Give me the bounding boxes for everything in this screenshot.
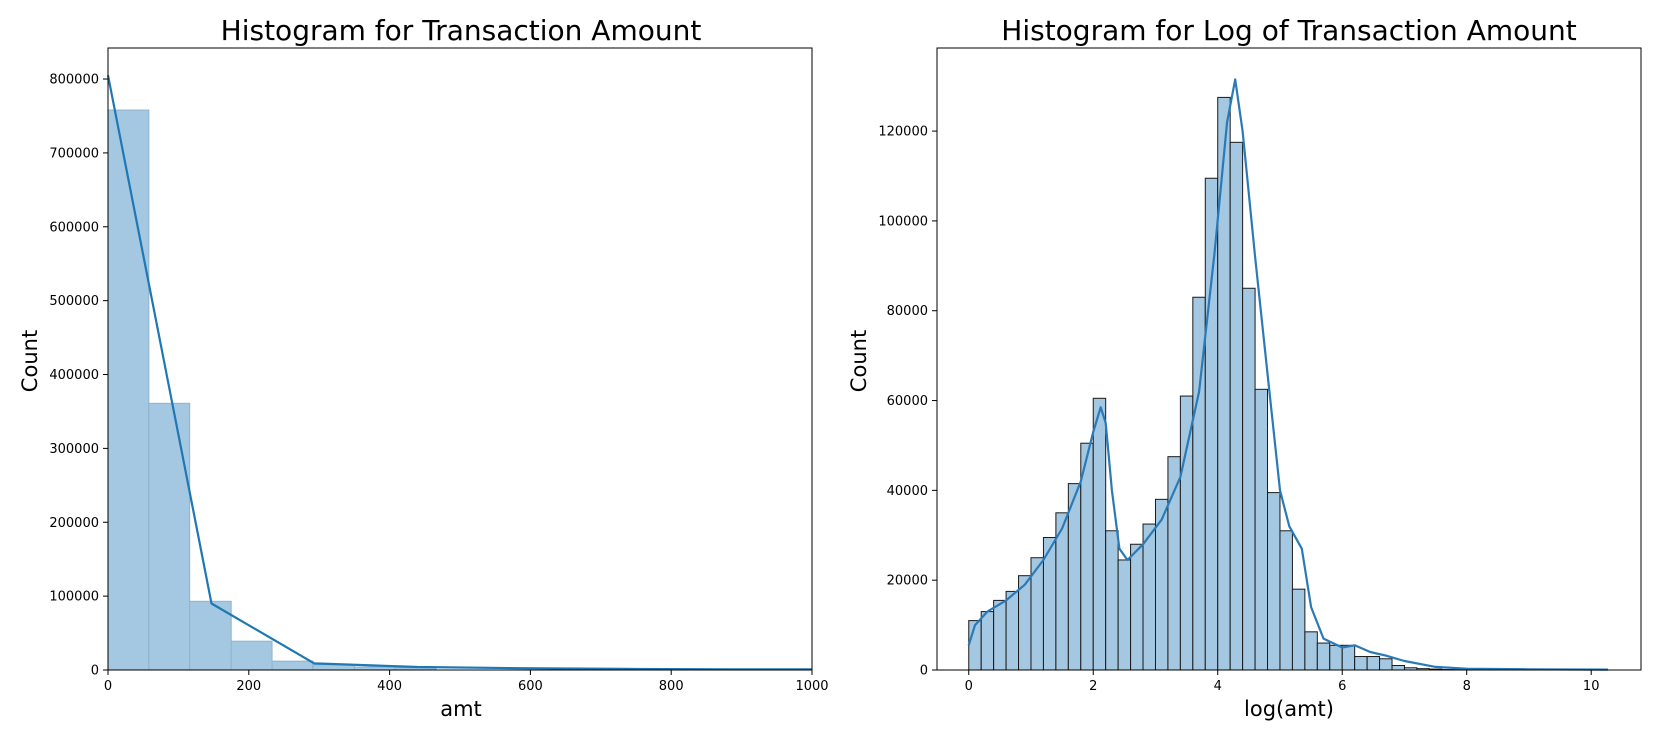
x-tick-label: 1000 bbox=[795, 679, 828, 694]
x-tick-label: 600 bbox=[518, 679, 543, 694]
x-tick-label: 0 bbox=[965, 679, 973, 694]
histogram-bar bbox=[1254, 388, 1269, 671]
histogram-bar bbox=[993, 599, 1007, 671]
x-tick-label: 4 bbox=[1214, 679, 1222, 694]
histogram-bar bbox=[1316, 642, 1331, 671]
axis-ticks: 0 200 400 600 800 1000 0 100000 200000 300000 4000… bbox=[49, 73, 828, 694]
y-tick-label: 800000 bbox=[49, 73, 99, 88]
histogram-bar bbox=[148, 402, 191, 671]
histogram-bar bbox=[1179, 395, 1194, 671]
histogram-bar bbox=[1005, 590, 1020, 671]
histogram-bar bbox=[1329, 644, 1343, 671]
x-tick-label: 8 bbox=[1463, 679, 1471, 694]
histogram-bar bbox=[980, 611, 995, 671]
y-tick-label: 700000 bbox=[49, 146, 99, 161]
histogram-bar bbox=[1366, 656, 1381, 671]
histogram-bars bbox=[107, 109, 437, 671]
histogram-bar bbox=[230, 640, 273, 671]
histogram-bar bbox=[107, 109, 150, 671]
chart-log-transaction-amount: Histogram for Log of Transaction Amount … bbox=[847, 14, 1642, 721]
kde-curve bbox=[106, 75, 813, 671]
kde-line bbox=[967, 78, 1609, 671]
x-tick-label: 800 bbox=[659, 679, 684, 694]
histogram-bars bbox=[968, 96, 1605, 671]
x-axis-label: amt bbox=[440, 697, 482, 721]
x-tick-label: 2 bbox=[1089, 679, 1097, 694]
axis-ticks: 0 2 4 6 8 10 0 20000 40000 60000 80000 100000 120000 bbox=[878, 125, 1599, 694]
x-tick-label: 10 bbox=[1583, 679, 1600, 694]
y-tick-label: 120000 bbox=[878, 125, 928, 140]
histogram-bar bbox=[1379, 658, 1393, 671]
histogram-bar bbox=[1067, 483, 1082, 671]
y-axis-label: Count bbox=[18, 330, 42, 392]
y-tick-label: 300000 bbox=[49, 442, 99, 457]
histogram-bar bbox=[1217, 96, 1231, 671]
y-tick-label: 0 bbox=[920, 664, 928, 679]
y-tick-label: 0 bbox=[91, 664, 99, 679]
histogram-bar bbox=[1242, 287, 1256, 671]
y-tick-label: 20000 bbox=[887, 574, 928, 589]
plot-frame bbox=[107, 47, 813, 671]
y-tick-label: 100000 bbox=[878, 214, 928, 229]
histogram-bar bbox=[1142, 523, 1156, 671]
histogram-bar bbox=[1341, 644, 1356, 671]
y-tick-label: 60000 bbox=[887, 394, 928, 409]
y-tick-label: 40000 bbox=[887, 484, 928, 499]
plot-frame bbox=[936, 47, 1642, 671]
x-axis-label: log(amt) bbox=[1244, 697, 1334, 721]
x-tick-label: 200 bbox=[236, 679, 261, 694]
histogram-bar bbox=[1279, 530, 1293, 671]
histogram-bar bbox=[189, 600, 232, 671]
histogram-bar bbox=[1117, 559, 1132, 671]
x-tick-label: 0 bbox=[104, 679, 112, 694]
y-tick-label: 80000 bbox=[887, 304, 928, 319]
x-tick-label: 400 bbox=[377, 679, 402, 694]
histogram-bar bbox=[1229, 141, 1244, 671]
y-tick-label: 600000 bbox=[49, 220, 99, 235]
y-tick-label: 400000 bbox=[49, 368, 99, 383]
histogram-bar bbox=[1267, 492, 1281, 671]
kde-curve bbox=[967, 78, 1609, 671]
y-tick-label: 200000 bbox=[49, 516, 99, 531]
y-tick-label: 500000 bbox=[49, 294, 99, 309]
chart-title: Histogram for Log of Transaction Amount bbox=[1001, 14, 1576, 47]
chart-title: Histogram for Transaction Amount bbox=[221, 14, 702, 47]
y-tick-label: 100000 bbox=[49, 590, 99, 605]
histogram-bar bbox=[1204, 177, 1219, 671]
histogram-bar bbox=[1291, 588, 1306, 671]
histogram-bar bbox=[1304, 631, 1318, 671]
histogram-bar bbox=[1391, 665, 1405, 671]
x-tick-label: 6 bbox=[1338, 679, 1346, 694]
histogram-bar bbox=[1092, 397, 1107, 671]
histogram-bar bbox=[271, 660, 314, 671]
kde-line bbox=[106, 75, 813, 671]
histogram-bar bbox=[1105, 530, 1119, 671]
histogram-bar bbox=[1130, 543, 1144, 671]
histogram-bar bbox=[1018, 575, 1032, 671]
histogram-bar bbox=[1354, 656, 1368, 671]
chart-transaction-amount: Histogram for Transaction Amount 0 200 400… bbox=[18, 14, 829, 721]
y-axis-label: Count bbox=[847, 330, 871, 392]
